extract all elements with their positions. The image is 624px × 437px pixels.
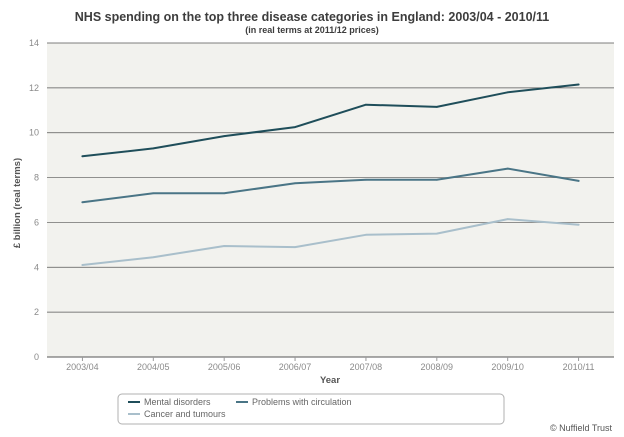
- gridlines: [47, 42, 614, 358]
- data-point: [152, 147, 155, 150]
- data-point: [294, 126, 296, 128]
- chart-title: NHS spending on the top three disease ca…: [75, 10, 550, 24]
- x-tick-label: 2004/05: [137, 362, 170, 372]
- data-point: [365, 233, 367, 236]
- series-line-3: [81, 218, 580, 266]
- data-point: [223, 135, 225, 137]
- credit-text: © Nuffield Trust: [550, 423, 612, 433]
- legend-label: Problems with circulation: [252, 397, 352, 407]
- data-point: [223, 192, 225, 195]
- data-point: [436, 179, 438, 181]
- y-tick-label: 10: [29, 128, 39, 138]
- legend-label: Mental disorders: [144, 397, 211, 407]
- x-tick-label: 2005/06: [208, 362, 241, 372]
- data-point: [577, 180, 580, 182]
- data-point: [506, 218, 509, 220]
- y-tick-label: 4: [34, 262, 39, 272]
- data-point: [81, 264, 84, 266]
- y-tick-label: 12: [29, 83, 39, 93]
- data-point: [294, 246, 296, 248]
- data-point: [436, 232, 438, 235]
- data-point: [81, 155, 84, 158]
- data-point: [152, 192, 155, 195]
- plot-area: [47, 43, 614, 357]
- y-axis-ticks: 0 2 4 6 8 10 12 14: [29, 38, 39, 362]
- x-tick-label: 2003/04: [66, 362, 99, 372]
- x-tick-label: 2007/08: [350, 362, 383, 372]
- legend: Mental disorders Problems with circulatio…: [117, 393, 505, 425]
- series-lines: [81, 83, 580, 266]
- x-tick-label: 2009/10: [491, 362, 524, 372]
- x-tick-label: 2008/09: [421, 362, 454, 372]
- data-point: [81, 201, 84, 204]
- series-line-1: [81, 83, 580, 158]
- data-point: [436, 106, 438, 108]
- series-line-2: [81, 167, 580, 204]
- x-axis-ticks: 2003/04 2004/05 2005/06 2006/07 2007/08 2008/…: [66, 357, 595, 372]
- y-tick-label: 0: [34, 352, 39, 362]
- x-axis-title: Year: [320, 375, 340, 386]
- data-point: [365, 179, 367, 181]
- y-tick-label: 14: [29, 38, 39, 48]
- chart-subtitle: (in real terms at 2011/12 prices): [245, 25, 379, 35]
- y-tick-label: 2: [34, 307, 39, 317]
- legend-box: [117, 393, 505, 425]
- data-point: [365, 103, 367, 106]
- y-axis-title: £ billion (real terms): [12, 158, 23, 248]
- data-point: [152, 256, 155, 258]
- data-point: [577, 223, 580, 226]
- y-tick-label: 8: [34, 173, 39, 183]
- data-point: [577, 83, 580, 86]
- legend-label: Cancer and tumours: [144, 409, 226, 419]
- x-tick-label: 2006/07: [279, 362, 312, 372]
- data-point: [294, 182, 296, 184]
- data-point: [223, 245, 225, 247]
- y-tick-label: 6: [34, 217, 39, 227]
- data-point: [506, 91, 509, 94]
- data-point: [506, 167, 509, 170]
- x-tick-label: 2010/11: [563, 362, 595, 372]
